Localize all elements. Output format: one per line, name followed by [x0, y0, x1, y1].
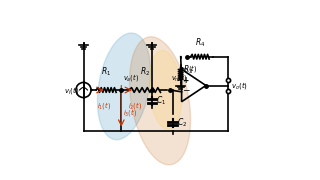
Polygon shape [149, 51, 182, 129]
Polygon shape [130, 37, 190, 165]
Text: +: + [182, 76, 189, 85]
Text: $C_2$: $C_2$ [177, 116, 187, 129]
Text: $i_3(t)$: $i_3(t)$ [124, 107, 138, 118]
Text: $v_i(t)$: $v_i(t)$ [64, 84, 79, 96]
Polygon shape [98, 33, 150, 140]
Text: $v_o(t)$: $v_o(t)$ [231, 80, 248, 91]
Text: $v_n(t)$: $v_n(t)$ [171, 72, 188, 83]
Text: $v_p(t)$: $v_p(t)$ [181, 63, 197, 76]
Text: $R_3$: $R_3$ [183, 64, 193, 76]
Text: $v_a(t)$: $v_a(t)$ [123, 72, 139, 83]
Text: $R_1$: $R_1$ [101, 66, 111, 78]
Text: −: − [182, 86, 189, 95]
Text: $R_2$: $R_2$ [140, 66, 150, 78]
Text: $i_1(t)$: $i_1(t)$ [97, 100, 112, 111]
Text: $R_4$: $R_4$ [195, 36, 205, 49]
Text: $C_1$: $C_1$ [156, 95, 166, 107]
Text: $i_2(t)$: $i_2(t)$ [128, 100, 142, 111]
